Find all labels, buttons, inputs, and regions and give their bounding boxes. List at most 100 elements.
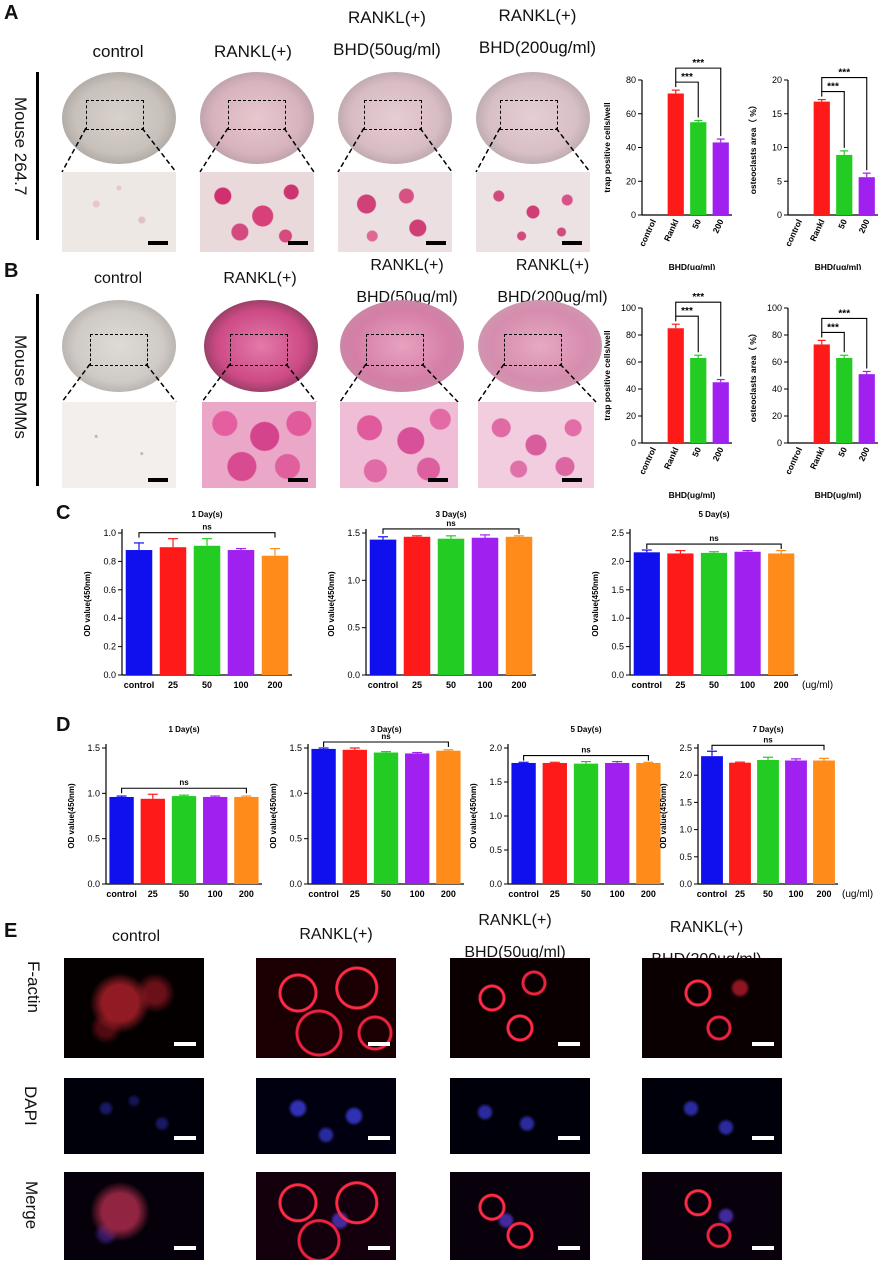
significance-label: *** — [827, 322, 839, 333]
y-tick-label: 0.5 — [289, 834, 302, 844]
y-tick-label: 10 — [772, 143, 782, 153]
bar — [785, 760, 807, 884]
x-axis-label: BHD(ug/ml) — [669, 262, 716, 270]
y-tick-label: 1.0 — [489, 811, 502, 821]
fluor-merge-bhd200 — [642, 1172, 782, 1260]
scale-bar-e-factin-control — [174, 1042, 196, 1046]
bar — [193, 545, 221, 675]
well-image-a-bhd200 — [476, 72, 590, 164]
y-axis-label: trap positive cells/well — [602, 102, 612, 192]
y-tick-label: 0 — [777, 210, 782, 220]
col-label-a-bhd50: RANKL(+) BHD(50ug/ml) — [322, 2, 452, 66]
col-label-a-rankl: RANKL(+) — [214, 42, 292, 61]
significance-bracket — [138, 532, 276, 538]
y-tick-label: 0.5 — [489, 845, 502, 855]
y-tick-label: 15 — [772, 109, 782, 119]
fluor-merge-control — [64, 1172, 204, 1260]
bar — [125, 550, 153, 675]
bar — [836, 357, 853, 443]
significance-bracket — [675, 301, 722, 377]
micrograph-b-control — [62, 402, 176, 488]
bar — [667, 553, 694, 675]
scale-bar-e-factin-bhd50 — [558, 1042, 580, 1046]
x-tick-label: control — [632, 680, 663, 690]
zoom-box-a-control — [86, 100, 144, 130]
x-tick-label: 200 — [239, 889, 254, 899]
y-tick-label: 2.5 — [679, 743, 692, 753]
x-tick-label: 50 — [690, 445, 703, 458]
y-tick-label: 60 — [626, 357, 636, 367]
row-label-factin: F-actin — [24, 961, 43, 1013]
x-tick-label: 100 — [610, 889, 625, 899]
bar — [203, 796, 228, 884]
significance-bracket — [711, 744, 825, 751]
bar — [159, 547, 187, 675]
zoom-box-a-bhd200 — [500, 100, 558, 130]
chart-title: 5 Day(s) — [698, 510, 729, 519]
x-tick-label: Rankl — [808, 446, 827, 471]
y-tick-label: 40 — [772, 384, 782, 394]
bar — [573, 763, 599, 884]
chart-c-day5: 5 Day(s) OD value(450nm) 0.0 0.5 1.0 1.5 2.0 2.… — [591, 510, 833, 691]
bar — [667, 93, 684, 215]
x-tick-label: Rankl — [662, 446, 681, 471]
chart-d-day7: 7 Day(s) OD value(450nm) 0.0 0.5 1.0 1.5 2.0 2.… — [659, 725, 873, 900]
x-tick-label: 100 — [410, 889, 425, 899]
fluor-factin-bhd50 — [450, 958, 590, 1058]
significance-label: *** — [692, 292, 704, 303]
scale-bar-b-bhd50 — [428, 478, 448, 482]
scale-bar-a-control — [148, 241, 168, 245]
y-tick-label: 0 — [777, 438, 782, 448]
bar — [261, 555, 289, 675]
bar — [140, 798, 165, 884]
chart-b-trap-cells: trap positive cells/well 0 20 40 60 80 100 cont… — [602, 292, 732, 500]
panel-letter-e: E — [4, 920, 18, 942]
panel-letter-d: D — [56, 714, 71, 736]
micrograph-a-bhd200 — [476, 172, 590, 252]
y-tick-label: 20 — [626, 411, 636, 421]
micrograph-a-rankl — [200, 172, 314, 252]
y-tick-label: 1.5 — [87, 743, 100, 753]
col-label-a-bhd200: RANKL(+) BHD(200ug/ml) — [465, 0, 610, 64]
significance-label: *** — [827, 82, 839, 93]
significance-bracket — [821, 331, 845, 353]
y-tick-label: 80 — [626, 330, 636, 340]
y-axis-label: OD value(450nm) — [469, 783, 478, 849]
y-axis-label: osteoclasts area（ %） — [748, 101, 758, 195]
bar — [234, 796, 259, 884]
x-tick-label: control — [697, 889, 728, 899]
x-tick-label: 100 — [788, 889, 803, 899]
significance-bracket — [675, 315, 699, 353]
fluor-merge-rankl — [256, 1172, 396, 1260]
x-tick-label: control — [637, 218, 658, 248]
x-tick-label: 200 — [641, 889, 656, 899]
y-tick-label: 0.0 — [679, 879, 692, 889]
x-tick-label: 100 — [740, 680, 755, 690]
y-tick-label: 20 — [626, 176, 636, 186]
y-tick-label: 2.0 — [611, 556, 624, 566]
x-tick-label: 200 — [711, 217, 726, 234]
bar — [373, 752, 399, 884]
chart-a-trap-cells: trap positive cells/well 0 20 40 60 80 control… — [602, 58, 732, 270]
x-tick-label: 50 — [581, 889, 591, 899]
zoom-box-b-bhd50 — [366, 334, 424, 366]
x-tick-label: 200 — [857, 217, 872, 234]
y-tick-label: 60 — [772, 357, 782, 367]
x-tick-label: 25 — [350, 889, 360, 899]
y-axis-label: OD value(450nm) — [83, 571, 92, 637]
micrograph-b-rankl — [202, 402, 316, 488]
chart-title: 1 Day(s) — [191, 510, 222, 519]
bar — [109, 796, 134, 884]
zoom-box-b-rankl — [230, 334, 288, 366]
x-tick-label: 50 — [836, 445, 849, 458]
micrograph-a-bhd50 — [338, 172, 452, 252]
fluor-factin-rankl — [256, 958, 396, 1058]
x-tick-label: control — [783, 218, 804, 248]
scale-bar-e-dapi-bhd50 — [558, 1136, 580, 1140]
fluor-factin-bhd200 — [642, 958, 782, 1058]
y-tick-label: 0.8 — [103, 556, 116, 566]
zoom-box-b-bhd200 — [504, 334, 562, 366]
scale-bar-e-merge-rankl — [368, 1246, 390, 1250]
x-tick-label: 50 — [179, 889, 189, 899]
col-label-a-bhd50-text: RANKL(+) BHD(50ug/ml) — [333, 8, 441, 59]
